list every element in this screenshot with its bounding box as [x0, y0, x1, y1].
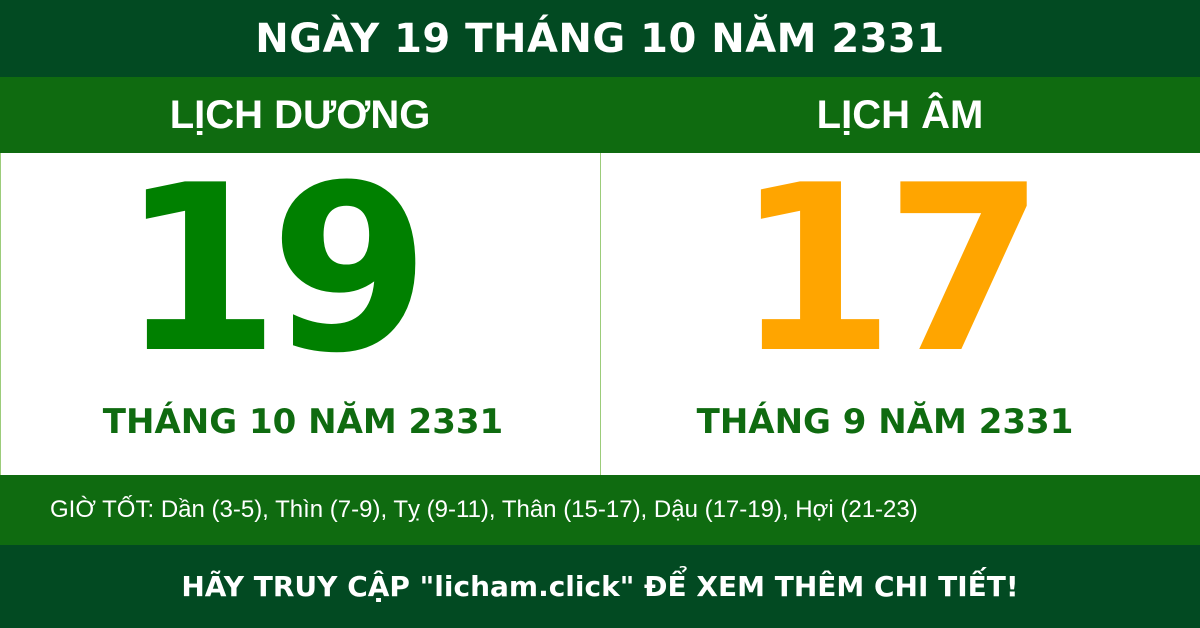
solar-column: 19 THÁNG 10 NĂM 2331 — [0, 153, 600, 475]
solar-heading: LỊCH DƯƠNG — [169, 93, 431, 137]
footer-cta: HÃY TRUY CẬP "licham.click" ĐỂ XEM THÊM … — [0, 545, 1200, 628]
page-title: NGÀY 19 THÁNG 10 NĂM 2331 — [0, 0, 1200, 77]
lunar-heading: LỊCH ÂM — [816, 93, 984, 137]
column-divider — [600, 153, 601, 475]
column-headings: LỊCH DƯƠNG LỊCH ÂM — [0, 77, 1200, 153]
good-hours: GIỜ TỐT: Dần (3-5), Thìn (7-9), Tỵ (9-11… — [0, 475, 1200, 545]
solar-month-year: THÁNG 10 NĂM 2331 — [102, 402, 504, 442]
left-border — [0, 153, 1, 475]
lunar-column: 17 THÁNG 9 NĂM 2331 — [600, 153, 1200, 475]
lunar-month-year: THÁNG 9 NĂM 2331 — [696, 402, 1074, 442]
solar-day: 19 — [119, 137, 430, 404]
lunar-day: 17 — [734, 137, 1045, 404]
